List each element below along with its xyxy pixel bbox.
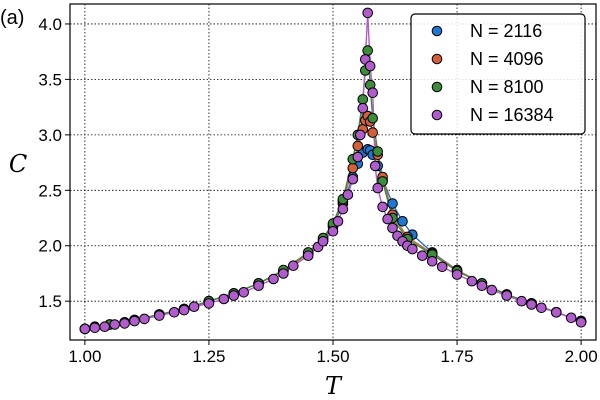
data-point (382, 213, 393, 225)
y-axis-title: C (9, 150, 27, 178)
data-point (238, 287, 249, 298)
data-point (367, 112, 379, 124)
legend-marker (431, 53, 443, 65)
data-point (327, 226, 339, 237)
data-point (407, 243, 418, 255)
legend-marker (431, 25, 443, 37)
data-point (302, 250, 314, 261)
y-tick-label: 4.0 (38, 15, 62, 34)
data-point (357, 102, 369, 114)
y-ticks: 1.5 2.0 2.5 3.0 3.5 4.0 (38, 15, 70, 311)
x-tick-label: 1.50 (316, 347, 349, 366)
data-point (364, 60, 376, 72)
panel-label: (a) (0, 7, 24, 29)
x-axis-title: T (325, 372, 343, 400)
data-point (362, 7, 374, 19)
data-point (288, 260, 299, 272)
x-tick-label: 1.00 (68, 347, 101, 366)
y-tick-label: 1.5 (38, 292, 62, 311)
data-point (372, 146, 384, 157)
data-point (352, 140, 364, 152)
data-point (278, 268, 289, 279)
y-tick-label: 3.0 (38, 126, 62, 145)
data-point (367, 127, 379, 138)
legend-marker (431, 109, 443, 121)
data-point (139, 313, 150, 325)
legend-label: N = 8100 (470, 77, 544, 97)
y-tick-label: 2.0 (38, 237, 62, 256)
data-point (228, 290, 240, 301)
data-point (317, 236, 329, 247)
data-point (372, 182, 384, 194)
data-point (397, 216, 408, 227)
data-point (486, 284, 498, 296)
series-points (79, 7, 587, 335)
data-point (178, 304, 190, 316)
data-point (203, 298, 215, 309)
data-point (377, 201, 388, 213)
legend-label: N = 4096 (470, 49, 544, 69)
data-point (426, 256, 438, 267)
data-point (89, 322, 101, 334)
x-tick-label: 2.00 (565, 347, 598, 366)
y-tick-label: 3.5 (38, 70, 62, 89)
data-point (253, 280, 264, 292)
data-point (268, 273, 279, 285)
data-point (501, 290, 513, 301)
data-point (476, 280, 488, 292)
data-point (154, 310, 165, 321)
data-point (119, 318, 130, 329)
data-point (99, 321, 110, 333)
data-point (347, 173, 359, 185)
data-point (362, 45, 374, 56)
series-points-3 (79, 7, 587, 335)
data-point (387, 222, 398, 234)
data-point (347, 162, 359, 174)
data-point (369, 160, 381, 172)
legend-marker (431, 81, 443, 93)
data-point (387, 198, 398, 209)
x-tick-label: 1.25 (192, 347, 225, 366)
data-point (355, 129, 366, 141)
data-point (129, 315, 140, 327)
data-point (575, 317, 587, 328)
data-point (367, 87, 379, 98)
data-point (565, 312, 577, 324)
data-point (551, 307, 562, 318)
data-point (79, 323, 91, 335)
legend-label: N = 16384 (470, 105, 554, 125)
data-point (451, 269, 463, 280)
data-point (516, 295, 527, 307)
data-point (332, 216, 344, 227)
legend-label: N = 2116 (470, 21, 542, 41)
legend-box (410, 13, 586, 135)
data-point (109, 319, 120, 330)
data-point (417, 250, 428, 261)
legend-entries: N = 2116 N = 4096 N = 8100 N = 16384 (431, 21, 554, 125)
data-point (337, 203, 349, 215)
data-point (352, 151, 364, 163)
data-point (436, 261, 448, 273)
y-tick-label: 2.5 (38, 181, 62, 200)
data-point (342, 189, 354, 200)
data-point (526, 299, 537, 310)
x-tick-label: 1.75 (441, 347, 474, 366)
data-point (218, 293, 230, 305)
data-point (357, 94, 369, 105)
x-ticks: 1.00 1.25 1.50 1.75 2.00 (68, 340, 598, 366)
data-point (466, 275, 478, 287)
legend: N = 2116 N = 4096 N = 8100 N = 16384 (410, 13, 586, 135)
data-point (188, 301, 200, 313)
data-point (536, 302, 547, 314)
data-point (168, 307, 180, 318)
